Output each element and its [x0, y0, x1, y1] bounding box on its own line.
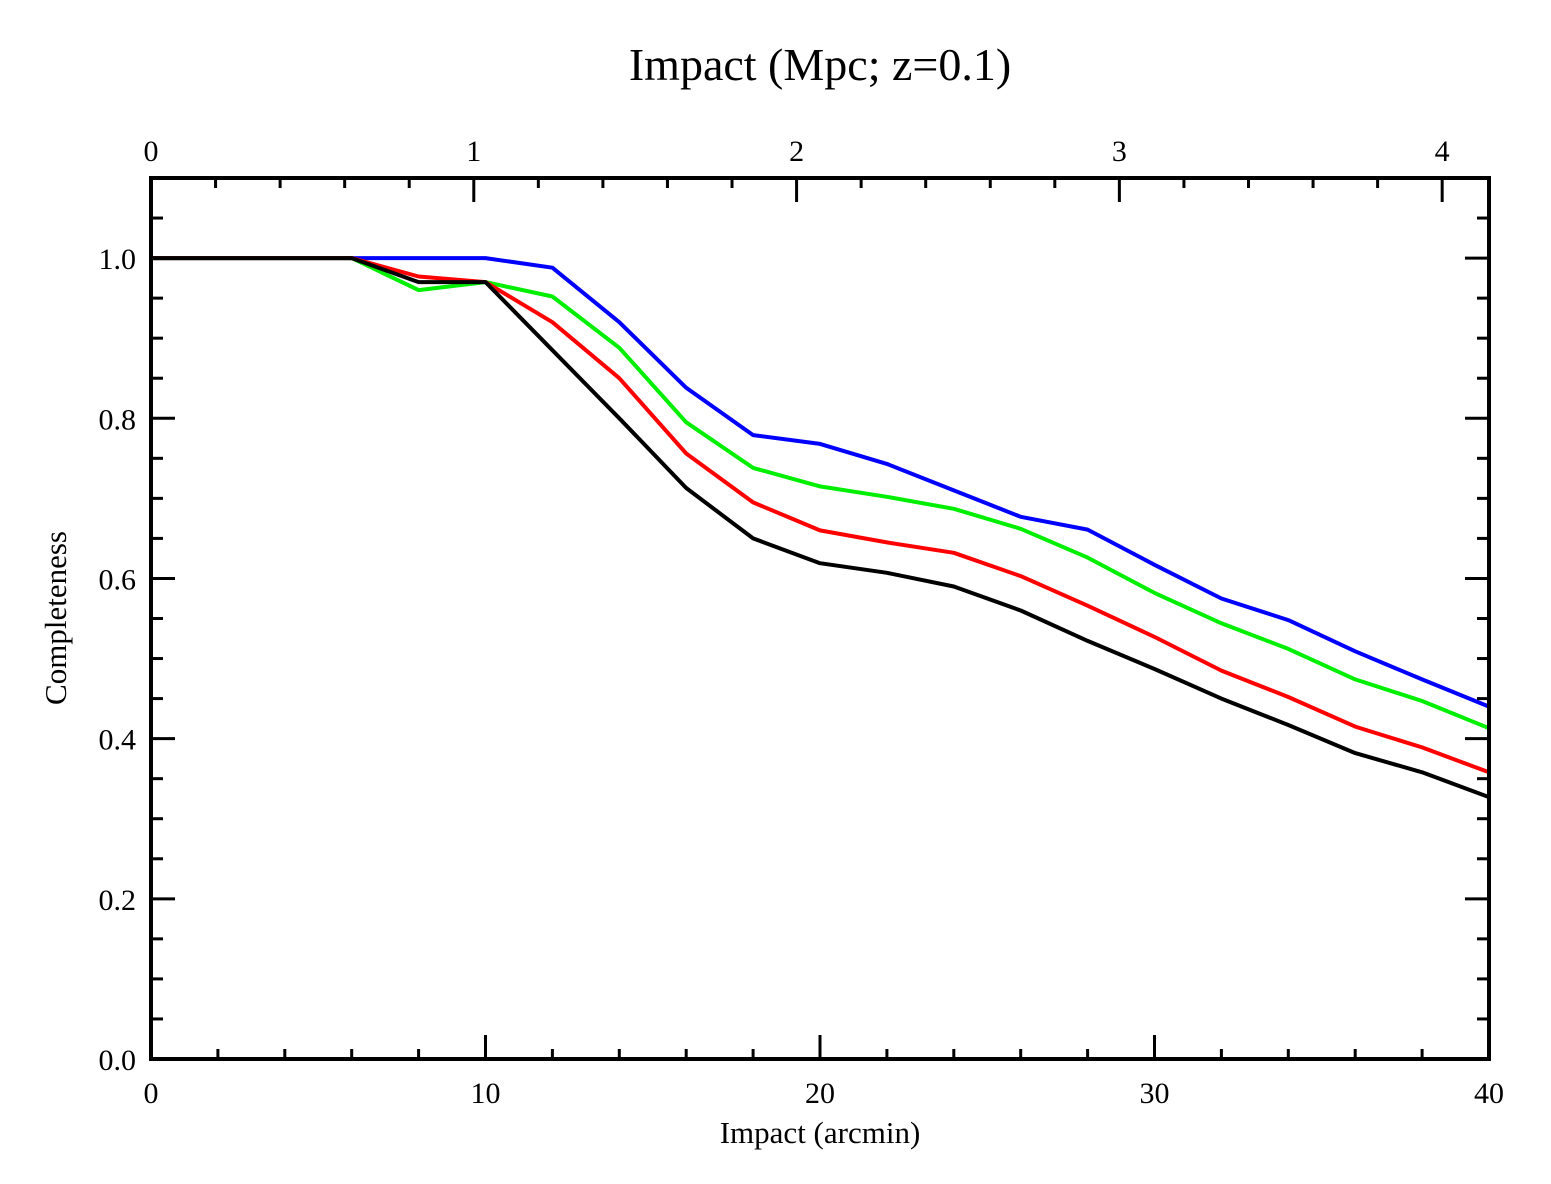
- tick-labels-layer: 0 10 20 30 40 0.0 0.2 0.4 0.6 0.8 1.0 0 1 2 3 4: [99, 135, 1505, 1110]
- top-tick-label: 2: [789, 135, 804, 168]
- top-tick-label: 0: [144, 135, 159, 168]
- plot-frame: [149, 176, 1491, 1061]
- x-tick-label: 0: [144, 1077, 159, 1110]
- series-line-black: [151, 256, 1490, 799]
- series-line-red: [151, 256, 1490, 775]
- y-tick-label: 0.4: [99, 724, 137, 757]
- y-tick-label: 1.0: [99, 243, 137, 276]
- top-tick-label: 4: [1435, 135, 1450, 168]
- y-tick-label: 0.0: [99, 1044, 137, 1077]
- y-tick-label: 0.2: [99, 884, 137, 917]
- x-axis-title: Impact (arcmin): [720, 1115, 921, 1150]
- y-tick-label: 0.8: [99, 403, 137, 436]
- top-tick-label: 3: [1112, 135, 1127, 168]
- x-tick-label: 40: [1474, 1077, 1504, 1110]
- series-line-green: [151, 256, 1490, 731]
- y-axis-title: Completeness: [38, 531, 73, 705]
- series-line-blue: [151, 256, 1490, 709]
- top-tick-label: 1: [466, 135, 481, 168]
- series-layer: [151, 256, 1490, 799]
- top-axis-title: Impact (Mpc; z=0.1): [629, 39, 1011, 90]
- y-tick-label: 0.6: [99, 563, 137, 596]
- x-tick-label: 10: [471, 1077, 501, 1110]
- x-tick-label: 30: [1140, 1077, 1170, 1110]
- x-tick-label: 20: [805, 1077, 835, 1110]
